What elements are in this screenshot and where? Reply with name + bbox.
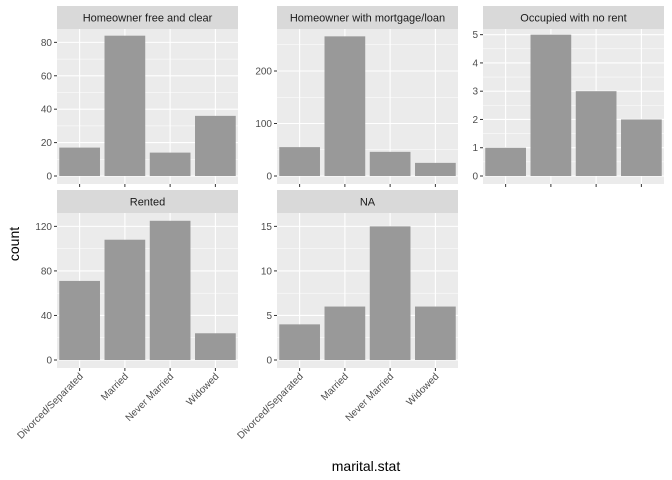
bar bbox=[369, 226, 411, 360]
facet-strip bbox=[277, 190, 458, 213]
y-tick-label: 5 bbox=[266, 311, 272, 322]
facet-panel: Homeowner free and clear 0 20 40 60 80 bbox=[41, 6, 238, 187]
facet-title: Rented bbox=[130, 197, 165, 209]
bar bbox=[575, 91, 617, 176]
x-tick-label: Never Married bbox=[344, 371, 397, 424]
y-tick-label: 1 bbox=[472, 143, 478, 154]
facet-strip bbox=[483, 6, 664, 29]
bar bbox=[415, 306, 456, 360]
y-tick-label: 80 bbox=[41, 266, 53, 277]
bar bbox=[324, 36, 366, 176]
facet-panel: Occupied with no rent 0 1 2 3 4 5 bbox=[472, 6, 664, 187]
y-tick-label: 20 bbox=[41, 138, 53, 149]
y-tick-label: 3 bbox=[472, 87, 478, 98]
facet-title: Occupied with no rent bbox=[520, 13, 626, 25]
y-tick-label: 0 bbox=[46, 172, 52, 183]
facet-title: NA bbox=[360, 197, 376, 209]
bar bbox=[415, 162, 456, 176]
y-tick-label: 80 bbox=[41, 38, 53, 49]
bar bbox=[279, 324, 320, 360]
y-tick-label: 100 bbox=[255, 119, 272, 130]
bar bbox=[149, 152, 191, 176]
x-tick-label: Widowed bbox=[185, 371, 222, 408]
x-tick-label: Widowed bbox=[405, 371, 442, 408]
y-tick-label: 200 bbox=[255, 67, 272, 78]
bar bbox=[104, 35, 146, 176]
x-tick-label: Divorced/Separated bbox=[235, 371, 305, 441]
bar bbox=[195, 333, 236, 360]
y-tick-label: 4 bbox=[472, 58, 478, 69]
facet-title: Homeowner with mortgage/loan bbox=[290, 13, 445, 25]
bar bbox=[59, 147, 100, 176]
facet-title: Homeowner free and clear bbox=[83, 13, 213, 25]
bar bbox=[369, 151, 411, 176]
y-tick-label: 120 bbox=[35, 222, 52, 233]
y-tick-label: 5 bbox=[472, 30, 478, 41]
facet-strip bbox=[57, 6, 238, 29]
x-tick-label: Divorced/Separated bbox=[15, 371, 85, 441]
y-tick-label: 0 bbox=[266, 172, 272, 183]
y-tick-label: 40 bbox=[41, 311, 53, 322]
x-tick-label: Married bbox=[99, 371, 131, 403]
x-axis-title: marital.stat bbox=[332, 458, 401, 474]
bar bbox=[324, 306, 366, 360]
bar bbox=[149, 220, 191, 360]
y-tick-label: 15 bbox=[261, 222, 273, 233]
facet-panel: Homeowner with mortgage/loan 0 100 200 bbox=[255, 6, 458, 187]
y-axis-title: count bbox=[6, 227, 22, 261]
x-tick-label: Married bbox=[319, 371, 351, 403]
y-tick-label: 0 bbox=[46, 356, 52, 367]
y-tick-label: 60 bbox=[41, 71, 53, 82]
y-tick-label: 0 bbox=[472, 172, 478, 183]
facet-panel: Rented 0 40 80 120 Divorced/Separated MarriedN… bbox=[15, 190, 238, 442]
y-tick-label: 10 bbox=[261, 266, 273, 277]
bar bbox=[195, 115, 236, 176]
x-tick-label: Never Married bbox=[124, 371, 177, 424]
bar bbox=[530, 34, 572, 177]
bar bbox=[279, 147, 320, 176]
y-tick-label: 40 bbox=[41, 105, 53, 116]
facet-strip bbox=[277, 6, 458, 29]
bar bbox=[621, 119, 662, 176]
facet-strip bbox=[57, 190, 238, 213]
bar bbox=[59, 280, 100, 360]
bar bbox=[485, 147, 526, 176]
bar bbox=[104, 239, 146, 360]
y-tick-label: 2 bbox=[472, 115, 478, 126]
y-tick-label: 0 bbox=[266, 356, 272, 367]
